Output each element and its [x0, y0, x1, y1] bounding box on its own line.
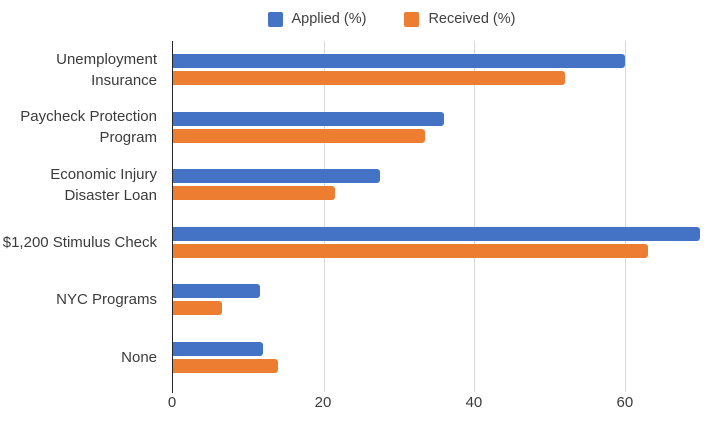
x-axis: 0 20 40 60: [168, 386, 723, 416]
bar-applied: [173, 111, 445, 126]
bar-received: [173, 128, 426, 143]
legend-label-applied: Applied (%): [291, 11, 367, 27]
legend-swatch-applied: [267, 11, 283, 27]
legend-item-received: Received (%): [404, 11, 515, 27]
bar-received: [173, 186, 335, 201]
plot-area: [171, 41, 723, 393]
category-label: $1,200 Stimulus Check: [2, 233, 157, 251]
x-tick-label: 60: [616, 394, 634, 411]
bar-received: [173, 301, 222, 316]
x-tick-label: 40: [465, 394, 483, 411]
bar-group: [173, 41, 723, 99]
bar-group: [173, 271, 723, 329]
legend-swatch-received: [404, 11, 420, 27]
category-label: NYC Programs: [56, 291, 157, 309]
bar-applied: [173, 284, 260, 299]
bar-received: [173, 358, 279, 373]
category-label: Unemployment Insurance: [56, 50, 157, 89]
category-axis-labels: Unemployment Insurance Paycheck Protectio…: [0, 41, 165, 386]
bar-applied: [173, 54, 626, 69]
category-label: Paycheck Protection Program: [20, 108, 157, 147]
x-tick-label: 20: [314, 394, 332, 411]
bar-applied: [173, 341, 264, 356]
gridline: [625, 41, 627, 392]
x-tick-label: 0: [167, 394, 177, 411]
bar-applied: [173, 169, 381, 184]
gridline: [474, 41, 476, 392]
axis-tick-zero: [171, 386, 173, 393]
bar-applied: [173, 226, 701, 241]
bar-group: [173, 99, 723, 157]
legend-item-applied: Applied (%): [267, 11, 367, 27]
gridline: [323, 41, 325, 392]
bar-received: [173, 71, 565, 86]
category-label: Economic Injury Disaster Loan: [50, 165, 157, 204]
bar-received: [173, 243, 648, 258]
bar-group: [173, 329, 723, 387]
legend-label-received: Received (%): [428, 11, 516, 27]
category-label: None: [121, 348, 157, 366]
legend: Applied (%) Received (%): [30, 8, 723, 30]
bar-group: [173, 156, 723, 214]
bar-rows: [173, 41, 723, 386]
bar-group: [173, 214, 723, 272]
